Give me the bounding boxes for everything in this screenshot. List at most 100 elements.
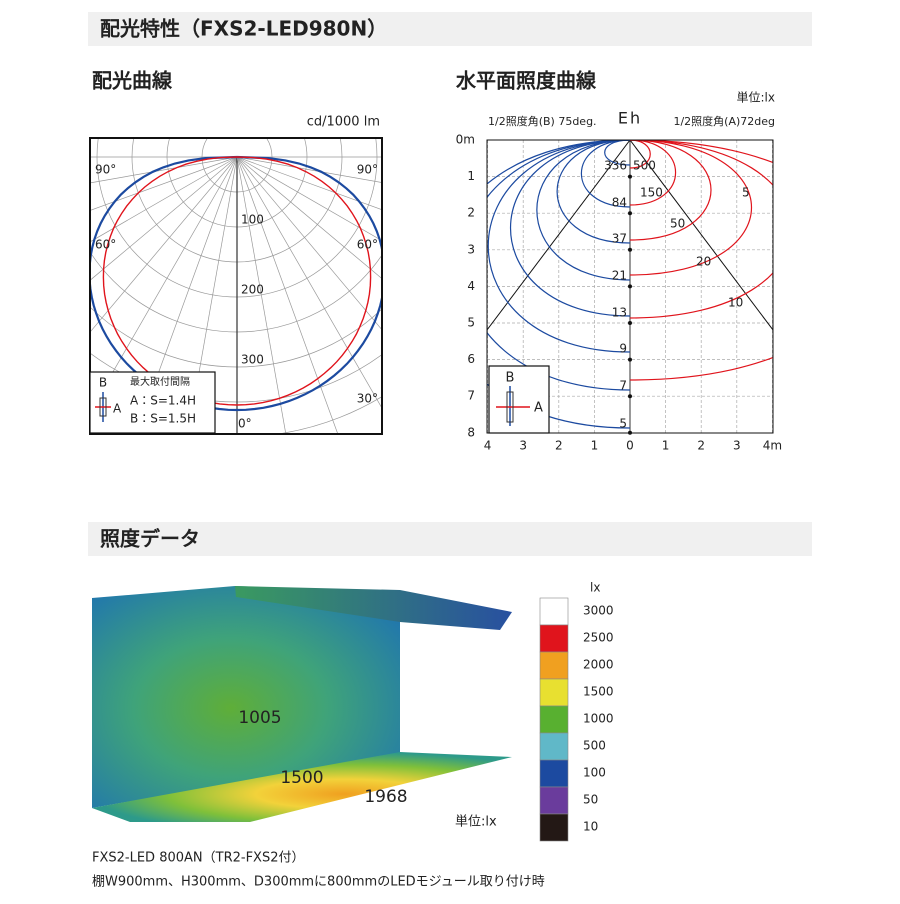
isolux-contour — [629, 140, 712, 241]
center-dot — [628, 247, 632, 252]
center-dot — [628, 174, 632, 179]
render-value: 1500 — [280, 768, 323, 788]
polar-spoke — [187, 156, 238, 433]
scale-label: 500 — [583, 739, 606, 753]
scale-swatch — [539, 705, 569, 734]
polar-grid — [91, 139, 381, 433]
legend-a: A — [113, 402, 122, 416]
section-bar — [88, 12, 812, 46]
radius-label: 300 — [241, 353, 264, 367]
caption: 棚W900mm、H300mm、D300mmに800mmのLEDモジュール取り付け… — [92, 875, 545, 890]
legend-lamp — [99, 397, 107, 417]
polar-spoke — [236, 156, 381, 330]
legend-b: B — [506, 371, 515, 386]
polar-spoke — [91, 156, 238, 184]
render-floor — [92, 752, 512, 822]
contour-label: 150 — [640, 186, 663, 200]
polar-spoke — [91, 156, 238, 280]
polar-spoke — [236, 156, 338, 433]
isolux-contour — [556, 140, 631, 244]
contour-label: 5 — [742, 186, 750, 200]
center-dot — [628, 321, 632, 325]
legend-box — [89, 371, 216, 434]
isolux-note: 1/2照度角(A)72deg — [673, 115, 775, 128]
section-title: 配光特性（FXS2-LED980N） — [100, 17, 387, 41]
center-dot — [628, 430, 632, 435]
isolux-title: 水平面照度曲線 — [455, 69, 597, 93]
section-bar — [88, 522, 812, 556]
scale-label: 2500 — [583, 631, 614, 645]
scale-label: 1500 — [583, 685, 614, 699]
isolux-contour — [629, 140, 773, 319]
polar-frame — [89, 137, 383, 435]
polar-spoke — [91, 156, 238, 332]
angle-label: 30° — [357, 392, 378, 406]
scale-swatch — [539, 732, 569, 761]
isolux-contour — [629, 140, 677, 206]
polar-curve — [102, 156, 372, 406]
scale-label: 3000 — [583, 604, 614, 618]
y-label: 0m — [456, 133, 475, 147]
center-dot — [628, 357, 632, 362]
y-label: 2 — [467, 206, 475, 220]
legend-a: A — [534, 401, 543, 416]
contour-label: 336 — [604, 159, 627, 173]
x-label: 3 — [733, 439, 741, 453]
x-label: 2 — [555, 439, 563, 453]
legend-lamp — [506, 391, 514, 423]
x-label: 1 — [591, 439, 599, 453]
y-label: 5 — [467, 316, 475, 330]
radius-label: 200 — [241, 283, 264, 297]
half-angle — [487, 140, 631, 331]
center-dot — [628, 394, 632, 399]
polar-spoke — [136, 156, 238, 433]
angle-label: 60° — [95, 238, 116, 252]
scale-swatch — [539, 759, 569, 788]
scale-label: 2000 — [583, 658, 614, 672]
scale-unit: lx — [590, 581, 600, 595]
y-label: 6 — [467, 352, 475, 366]
scale-label: 1000 — [583, 712, 614, 726]
legend-box — [488, 365, 550, 434]
render-wall — [92, 586, 400, 808]
contour-label: 21 — [612, 269, 627, 283]
scale-label: 100 — [583, 766, 606, 780]
render-value: 1005 — [238, 708, 281, 728]
x-label: 4 — [484, 439, 492, 453]
y-label: 1 — [467, 169, 475, 183]
isolux-contour — [510, 140, 631, 317]
isolux-unit: 単位:lx — [737, 91, 775, 105]
x-label: 1 — [662, 439, 670, 453]
polar-spoke — [236, 156, 381, 183]
polar-curve — [91, 155, 381, 412]
polar-ring — [91, 353, 381, 403]
isolux-note: 1/2照度角(B) 75deg. — [488, 115, 597, 128]
y-label: 8 — [467, 425, 475, 439]
polar-spoke — [91, 156, 238, 211]
scale-swatch — [539, 813, 569, 842]
contour-label: 7 — [619, 379, 627, 393]
polar-unit: cd/1000 lm — [307, 115, 380, 130]
x-label: 3 — [519, 439, 527, 453]
polar-spoke — [236, 156, 381, 210]
scale-label: 50 — [583, 793, 598, 807]
half-angle — [629, 140, 773, 331]
scale-swatch — [539, 786, 569, 815]
angle-label: 90° — [95, 163, 116, 177]
isolux-contour — [487, 140, 631, 353]
isolux-contour — [629, 140, 773, 381]
legend-b: B — [99, 376, 107, 390]
contour-label: 50 — [670, 217, 685, 231]
angle-label: 90° — [357, 163, 378, 177]
polar-spoke — [236, 156, 287, 433]
contour-label: 13 — [612, 306, 627, 320]
center-dot — [628, 284, 632, 289]
scale-swatch — [539, 651, 569, 680]
y-label: 3 — [467, 242, 475, 256]
contour-label: 5 — [619, 417, 627, 431]
y-label: 7 — [467, 389, 475, 403]
polar-spoke — [236, 156, 381, 241]
render-unit: 単位:lx — [455, 814, 497, 830]
scale-swatch — [539, 678, 569, 707]
isolux-contour — [536, 140, 631, 281]
